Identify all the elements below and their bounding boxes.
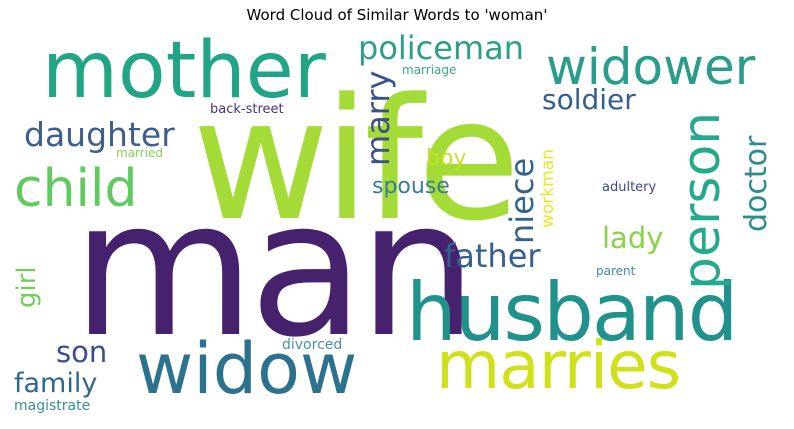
word-marries: marries [436,327,681,404]
word-mother: mother [42,28,326,116]
word-lady: lady [602,221,664,255]
word-policeman: policeman [358,29,525,67]
word-daughter: daughter [24,115,175,154]
word-married: married [116,146,164,160]
word-man: man [72,160,477,379]
word-girl: girl [12,266,42,308]
word-family: family [14,368,98,399]
word-magistrate: magistrate [14,398,91,414]
word-child: child [14,159,138,219]
word-cloud: wife man husband mother widow marries wi… [10,28,784,417]
word-son: son [56,335,108,369]
word-divorced: divorced [282,337,343,353]
word-spouse: spouse [372,174,450,199]
word-husband: husband [406,266,738,359]
word-adultery: adultery [602,180,657,195]
word-niece: niece [503,157,541,244]
word-widow: widow [136,328,358,410]
word-father: father [444,237,541,275]
word-person: person [672,111,732,290]
chart-title: Word Cloud of Similar Words to 'woman' [246,6,548,24]
word-boy: boy [426,146,467,171]
word-parent: parent [596,264,636,278]
word-wife: wife [192,62,521,258]
word-soldier: soldier [542,83,636,116]
word-marriage: marriage [402,63,457,77]
word-doctor: doctor [739,135,774,232]
word-workman: workman [538,149,558,228]
word-widower: widower [546,38,756,96]
word-marry: marry [359,70,397,166]
word-back-street: back-street [210,102,284,117]
